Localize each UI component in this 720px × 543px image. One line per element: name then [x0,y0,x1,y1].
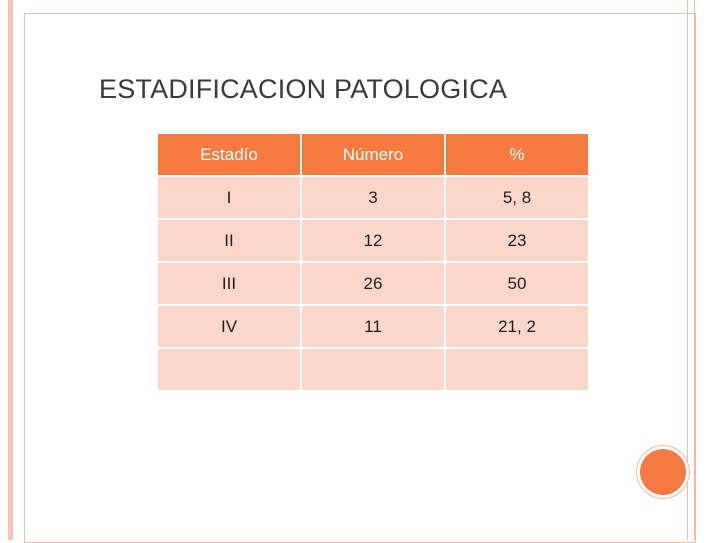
cell-stage: II [158,220,300,261]
table-row: I 3 5, 8 [158,177,588,218]
frame-left-bar [8,0,13,540]
cell-count [302,349,444,390]
cell-percent: 21, 2 [446,306,588,347]
cell-stage [158,349,300,390]
header-percent: % [446,134,588,175]
cell-percent: 23 [446,220,588,261]
cell-count: 12 [302,220,444,261]
table-row: II 12 23 [158,220,588,261]
header-count: Número [302,134,444,175]
cell-count: 26 [302,263,444,304]
table-row: IV 11 21, 2 [158,306,588,347]
cell-stage: I [158,177,300,218]
staging-table: Estadío Número % I 3 5, 8 II 12 23 III 2… [156,132,590,392]
table-header-row: Estadío Número % [158,134,588,175]
cell-count: 3 [302,177,444,218]
table-row-empty [158,349,588,390]
cell-percent: 50 [446,263,588,304]
frame-right-line [694,0,695,540]
cell-count: 11 [302,306,444,347]
cell-stage: III [158,263,300,304]
header-stage: Estadío [158,134,300,175]
cell-percent [446,349,588,390]
frame-right-line [687,0,688,540]
cell-stage: IV [158,306,300,347]
decorative-circle [640,449,686,495]
slide-title: ESTADIFICACION PATOLOGICA [99,74,508,104]
table-row: III 26 50 [158,263,588,304]
cell-percent: 5, 8 [446,177,588,218]
